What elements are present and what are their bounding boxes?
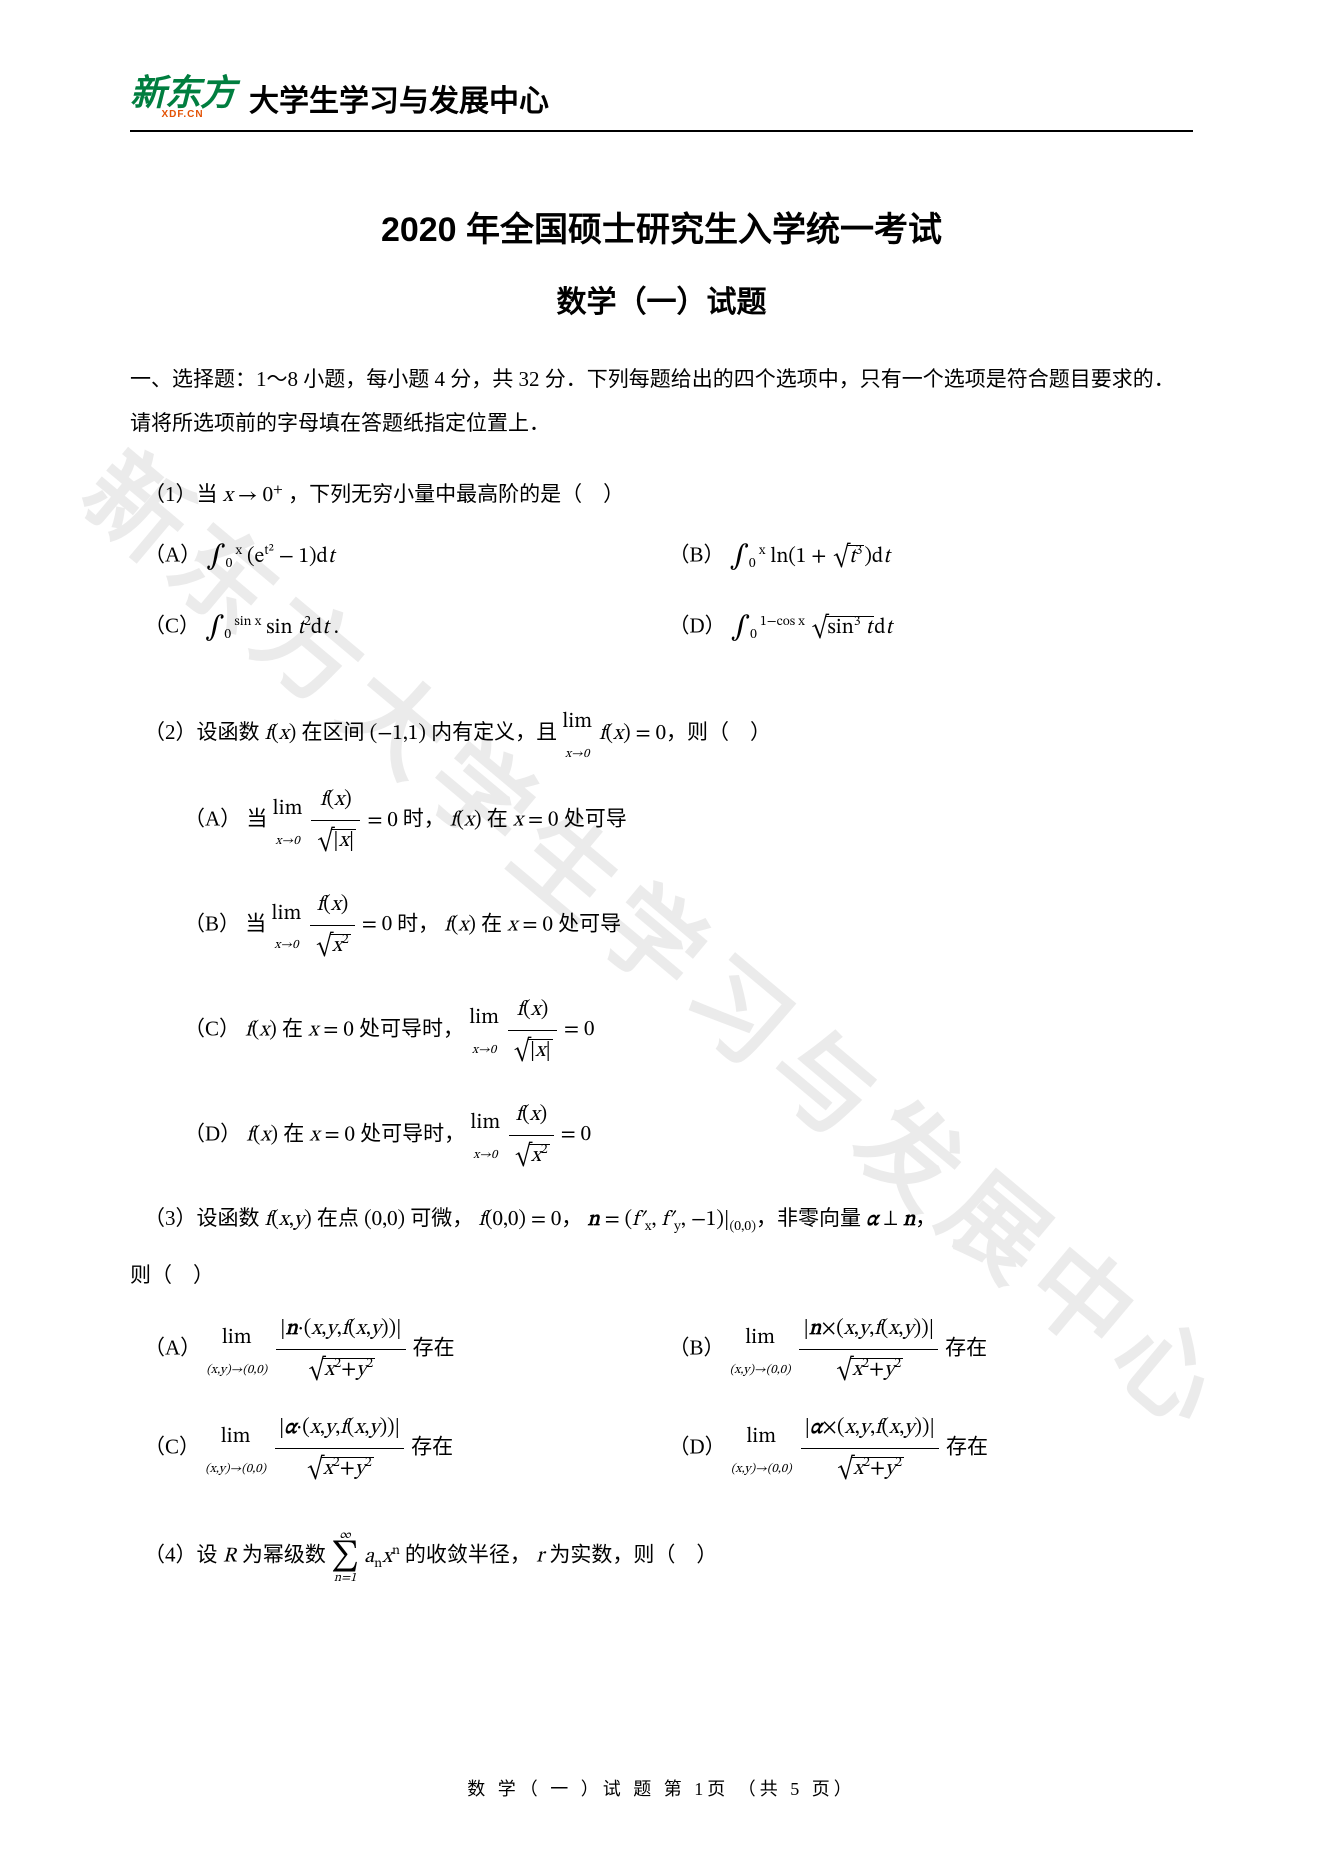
q3-optC-exists: 存在 [411,1435,453,1459]
q3-stem: （3）设函数 f(x,y) 在点 (0,0) 可微， f(0,0) = 0， n… [130,1199,1193,1241]
q1-optA-math: ∫0 x (et² − 1)dt [206,546,334,567]
page: 新东方大学生学习与发展中心 新东方 XDF.CN 大学生学习与发展中心 2020… [0,0,1323,1871]
q3-optC: （C） lim(x,y)→(0,0) |α·(x,y,f(x,y))| x2+y… [144,1408,669,1489]
q2-optB-shi: 时， [397,911,439,935]
exam-main-title: 2020 年全国硕士研究生入学统一考试 [130,202,1193,251]
exam-sub-title: 数学（一）试题 [130,277,1193,321]
q3-optA-exists: 存在 [413,1336,455,1360]
q3-optC-math: lim(x,y)→(0,0) |α·(x,y,f(x,y))| x2+y2 [205,1438,411,1459]
q1-options: （A） ∫0 x (et² − 1)dt （B） ∫0 x ln(1 + t3)… [144,530,1193,672]
q3-optB-label: （B） [669,1336,725,1360]
q2-options: （A） 当 limx→0 f(x)|x| = 0 时， f(x) 在 x = 0… [144,780,1193,1175]
q3-optD-math: lim(x,y)→(0,0) |α×(x,y,f(x,y))| x2+y2 [731,1438,946,1459]
q3-options: （A） lim(x,y)→(0,0) |n·(x,y,f(x,y))| x2+y… [130,1309,1193,1507]
question-1: （1）当 x → 0+ ，下列无穷小量中最高阶的是（ ） （A） ∫0 x (e… [130,475,1193,672]
q2-optB: （B） 当 limx→0 f(x)x2 = 0 时， f(x) 在 x = 0 … [144,885,1193,966]
question-2: （2）设函数 f(x) 在区间 (−1,1) 内有定义，且 limx→0 f(x… [130,702,1193,1175]
q3-optB-exists: 存在 [945,1336,987,1360]
q2-optC-label: （C） [184,1016,240,1040]
q1-stem-suffix: ，下列无穷小量中最高阶的是（ ） [288,482,624,506]
q2-optA-shi: 时， [403,807,445,831]
q1-optA: （A） ∫0 x (et² − 1)dt [144,530,669,583]
q4-stem: （4）设 R 为幂级数 ∞∑n=1 anxn 的收敛半径， r 为实数，则（ ） [144,1529,1193,1584]
brand-logo: 新东方 XDF.CN [130,75,235,120]
q1-optC-math: ∫0 sin x sin t2dt . [205,617,339,638]
q1-optC-label: （C） [144,614,200,638]
q2-optD-math: limx→0 f(x)x2 = 0 [470,1124,591,1145]
q2-optA-label: （A） [184,807,241,831]
q2-stem: （2）设函数 f(x) 在区间 (−1,1) 内有定义，且 limx→0 f(x… [144,702,1193,766]
q1-optB: （B） ∫0 x ln(1 + t3)dt [669,530,1194,583]
q3-stem-cont: 则（ ） [130,1256,1193,1296]
q3-optA-math: lim(x,y)→(0,0) |n·(x,y,f(x,y))| x2+y2 [206,1339,412,1360]
q1-optA-label: （A） [144,543,201,567]
q1-stem-math: x → 0+ [223,485,283,506]
q2-optB-math: limx→0 f(x)x2 = 0 [272,914,398,935]
q1-optC: （C） ∫0 sin x sin t2dt . [144,601,669,654]
q3-optD-label: （D） [669,1435,726,1459]
q1-optD-label: （D） [669,614,726,638]
q1-optD-math: ∫0 1−cos x sin3 tdt [731,617,892,638]
q3-optA: （A） lim(x,y)→(0,0) |n·(x,y,f(x,y))| x2+y… [144,1309,669,1390]
header-divider [130,130,1193,132]
logo-subtext: XDF.CN [161,109,203,120]
q1-stem: （1）当 x → 0+ ，下列无穷小量中最高阶的是（ ） [144,475,1193,516]
q2-optC-math: limx→0 f(x)|x| = 0 [469,1019,594,1040]
q2-optB-label: （B） [184,911,240,935]
q3-optB-math: lim(x,y)→(0,0) |n×(x,y,f(x,y))| x2+y2 [730,1339,945,1360]
q1-optB-label: （B） [669,543,725,567]
q2-optA-when: 当 [246,807,267,831]
q3-optD-exists: 存在 [946,1435,988,1459]
q3-optC-label: （C） [144,1435,200,1459]
q1-optD: （D） ∫0 1−cos x sin3 tdt [669,601,1194,654]
question-4: （4）设 R 为幂级数 ∞∑n=1 anxn 的收敛半径， r 为实数，则（ ） [130,1529,1193,1584]
header-center-name: 大学生学习与发展中心 [249,76,549,120]
q2-optA-math: limx→0 f(x)|x| = 0 [273,810,403,831]
page-footer: 数 学（ 一 ）试 题 第 1页 （共 5 页） [0,1775,1323,1801]
q2-optB-when: 当 [245,911,266,935]
question-3: （3）设函数 f(x,y) 在点 (0,0) 可微， f(0,0) = 0， n… [130,1199,1193,1507]
logo-text: 新东方 [130,75,235,111]
q2-optC: （C） f(x) 在 x = 0 处可导时， limx→0 f(x)|x| = … [144,990,1193,1071]
header-bar: 新东方 XDF.CN 大学生学习与发展中心 [130,75,1193,120]
q3-optD: （D） lim(x,y)→(0,0) |α×(x,y,f(x,y))| x2+y… [669,1408,1194,1489]
section1-intro: 一、选择题：1～8 小题，每小题 4 分，共 32 分．下列每题给出的四个选项中… [130,357,1193,445]
q3-optB: （B） lim(x,y)→(0,0) |n×(x,y,f(x,y))| x2+y… [669,1309,1194,1390]
q1-optB-math: ∫0 x ln(1 + t3)dt [730,546,890,567]
q3-optA-label: （A） [144,1336,201,1360]
q1-stem-prefix: （1）当 [144,482,223,506]
q2-optD: （D） f(x) 在 x = 0 处可导时， limx→0 f(x)x2 = 0 [144,1095,1193,1176]
q2-optD-label: （D） [184,1121,241,1145]
q2-optA: （A） 当 limx→0 f(x)|x| = 0 时， f(x) 在 x = 0… [144,780,1193,861]
